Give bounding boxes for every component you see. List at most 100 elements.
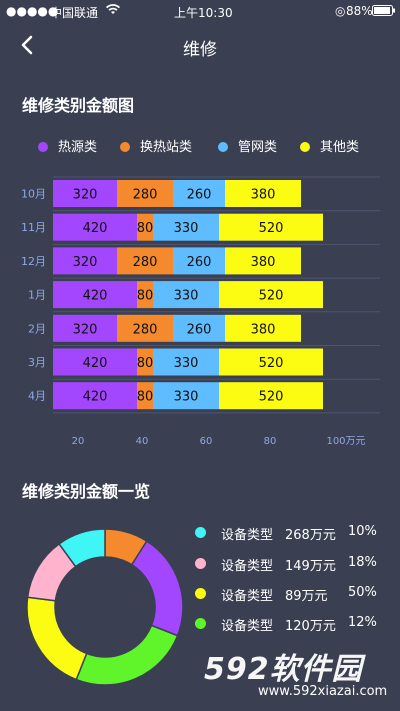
- legend-dot: [195, 558, 206, 569]
- data-label: 80: [137, 289, 154, 304]
- amount-value: 268万元: [285, 528, 336, 543]
- watermark-brand: 592软件园: [204, 652, 363, 687]
- bar-segment: [53, 247, 117, 275]
- y-tick-label: 12月: [21, 255, 46, 268]
- legend-dot: [195, 527, 206, 538]
- bar-segment: [173, 180, 225, 207]
- alarm-icon: ◎: [335, 4, 346, 18]
- data-label: 520: [259, 356, 284, 371]
- data-label: 80: [137, 221, 154, 236]
- nav-bar: 维修: [0, 22, 400, 68]
- chart-legend: 热源类 换热站类 管网类 其他类: [0, 136, 400, 156]
- data-label: 320: [73, 322, 98, 337]
- watermark-url: www.592xiazai.com: [258, 684, 388, 699]
- legend-item-heat: 热源类: [38, 136, 97, 155]
- signal-icon: ●●●●●: [6, 4, 59, 18]
- data-label: 260: [187, 188, 212, 203]
- data-label: 320: [73, 188, 98, 203]
- data-label: 380: [251, 255, 276, 270]
- bar-segment: [137, 213, 153, 241]
- x-tick-label: 80: [264, 436, 277, 447]
- data-label: 260: [187, 322, 212, 337]
- stacked-bar-chart: 10月 320 280 260 380 11月 420 80 330 520 12月 320 280 26…: [21, 176, 380, 447]
- x-tick-label: 60: [200, 436, 213, 447]
- percent-value: 18%: [348, 555, 377, 570]
- x-tick-label: 20: [72, 436, 85, 447]
- bar-segment: [225, 314, 301, 342]
- amount-value: 120万元: [285, 619, 336, 634]
- bar-segment: [219, 348, 323, 376]
- bar-segment: [225, 247, 301, 275]
- back-button[interactable]: [14, 30, 44, 60]
- legend-dot: [195, 588, 206, 599]
- bar-segment: [117, 314, 173, 342]
- bar-chart-title: 维修类别金额图: [22, 96, 135, 115]
- legend-item-pipe: 管网类: [218, 136, 277, 155]
- x-tick-label: 100万元: [326, 436, 365, 447]
- donut-slice: [58, 528, 106, 568]
- wifi-icon: [106, 4, 120, 18]
- percent-value: 10%: [348, 524, 377, 539]
- bar-segment: [53, 180, 117, 207]
- y-tick-label: 4月: [28, 390, 46, 403]
- bar-segment: [153, 348, 219, 376]
- y-tick-label: 3月: [28, 356, 46, 369]
- data-label: 80: [137, 356, 154, 371]
- legend-label: 其他类: [320, 140, 360, 155]
- donut-slice: [26, 596, 88, 681]
- chevron-left-icon: [21, 35, 33, 55]
- bar-segment: [53, 281, 137, 309]
- donut-slice: [75, 624, 179, 686]
- legend-dot: [120, 142, 130, 152]
- bar-segment: [219, 281, 323, 309]
- percent-value: 50%: [348, 585, 377, 600]
- data-label: 520: [259, 289, 284, 304]
- status-bar: ●●●●● 中国联通 上午10:30 ◎ 88%: [0, 0, 400, 22]
- data-label: 420: [83, 356, 108, 371]
- device-type-label: 设备类型: [221, 619, 274, 634]
- data-label: 380: [251, 188, 276, 203]
- y-tick-label: 2月: [28, 322, 46, 335]
- y-tick-label: 11月: [21, 221, 46, 234]
- battery-icon: [372, 5, 396, 19]
- bar-segment: [137, 382, 153, 410]
- carrier-label: 中国联通: [50, 6, 99, 20]
- data-label: 330: [174, 356, 199, 371]
- battery-percent: 88%: [346, 4, 373, 18]
- clock-label: 上午10:30: [174, 6, 233, 20]
- data-label: 80: [137, 390, 154, 405]
- bar-segment: [53, 382, 137, 410]
- bar-segment: [117, 180, 173, 207]
- watermark: 592软件园 www.592xiazai.com: [196, 640, 400, 711]
- data-label: 520: [259, 390, 284, 405]
- legend-dot: [38, 142, 48, 152]
- data-label: 330: [174, 289, 199, 304]
- bar-segment: [225, 180, 301, 207]
- data-label: 420: [83, 390, 108, 405]
- legend-dot: [195, 618, 206, 629]
- donut-chart-title: 维修类别金额一览: [22, 482, 151, 501]
- data-label: 380: [251, 322, 276, 337]
- bar-segment: [153, 213, 219, 241]
- data-label: 260: [187, 255, 212, 270]
- bar-segment: [137, 281, 153, 309]
- data-label: 420: [83, 289, 108, 304]
- bar-segment: [53, 314, 117, 342]
- amount-value: 149万元: [285, 559, 336, 574]
- percent-value: 12%: [348, 615, 377, 630]
- amount-value: 89万元: [285, 589, 328, 604]
- donut-slice: [130, 540, 184, 637]
- bar-segment: [117, 247, 173, 275]
- data-label: 330: [174, 390, 199, 405]
- legend-dot: [218, 142, 228, 152]
- device-type-label: 设备类型: [221, 528, 274, 543]
- y-tick-label: 10月: [21, 188, 46, 201]
- data-label: 280: [133, 322, 158, 337]
- data-label: 520: [259, 221, 284, 236]
- data-label: 330: [174, 221, 199, 236]
- data-label: 280: [133, 188, 158, 203]
- bar-segment: [153, 382, 219, 410]
- legend-label: 热源类: [58, 140, 98, 155]
- legend-label: 管网类: [238, 140, 278, 155]
- bar-segment: [53, 348, 137, 376]
